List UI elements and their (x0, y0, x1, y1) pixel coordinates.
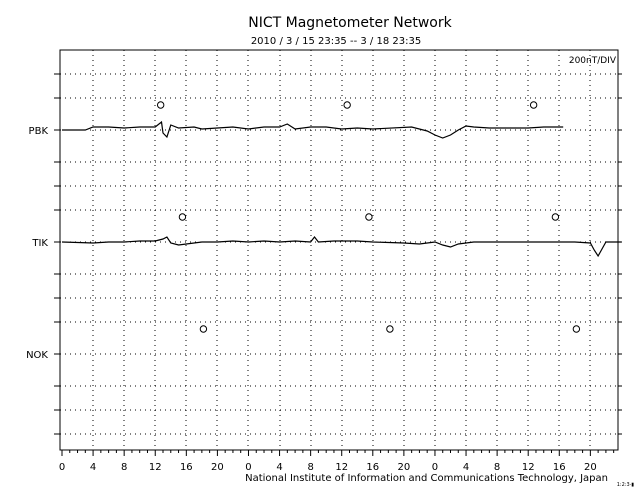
noon-marker (529, 101, 538, 109)
plot-area (59, 49, 619, 451)
x-tick-label: 16 (366, 462, 379, 473)
grid (60, 50, 618, 450)
noon-marker (156, 101, 165, 109)
noon-marker (572, 325, 581, 333)
noon-marker (178, 213, 187, 221)
chart-subtitle: 2010 / 3 / 15 23:35 -- 3 / 18 23:35 (251, 36, 421, 47)
series-line-tik (61, 236, 622, 258)
x-tick-label: 12 (149, 462, 162, 473)
station-label-nok: NOK (26, 350, 48, 361)
noon-marker (199, 325, 208, 333)
x-tick-labels: 0 4 8 12 16 20 0 4 8 12 16 20 0 4 8 12 16 20 (59, 462, 597, 473)
x-tick-label: 16 (180, 462, 193, 473)
credit-text: National Institute of Information and Co… (245, 473, 608, 484)
x-tick-label: 0 (59, 462, 65, 473)
chart-title: NICT Magnetometer Network (248, 15, 452, 31)
x-tick-label: 8 (307, 462, 313, 473)
series-line-pbk (62, 120, 564, 139)
noon-marker (551, 213, 560, 221)
x-tick-label: 4 (90, 462, 96, 473)
x-tick-label: 12 (522, 462, 535, 473)
x-tick-label: 0 (245, 462, 251, 473)
noon-marker (343, 101, 351, 109)
x-tick-label: 20 (211, 462, 224, 473)
noon-marker (386, 325, 394, 333)
station-label-pbk: PBK (29, 126, 49, 137)
x-tick-label: 8 (494, 462, 500, 473)
x-tick-label: 4 (463, 462, 469, 473)
x-tick-label: 4 (276, 462, 282, 473)
x-tick-label: 0 (432, 462, 438, 473)
noon-marker (365, 213, 373, 221)
series-layer: PBK TIK NOK (26, 101, 622, 361)
x-tick-label: 8 (121, 462, 127, 473)
ticks (54, 73, 622, 456)
scale-label: 200nT/DIV (569, 56, 617, 66)
x-tick-label: 12 (335, 462, 348, 473)
x-tick-label: 16 (553, 462, 566, 473)
x-tick-label: 20 (398, 462, 411, 473)
x-tick-label: 20 (584, 462, 597, 473)
station-label-tik: TIK (31, 238, 48, 249)
corner-mark: 1:2:3·▮ (617, 482, 635, 488)
